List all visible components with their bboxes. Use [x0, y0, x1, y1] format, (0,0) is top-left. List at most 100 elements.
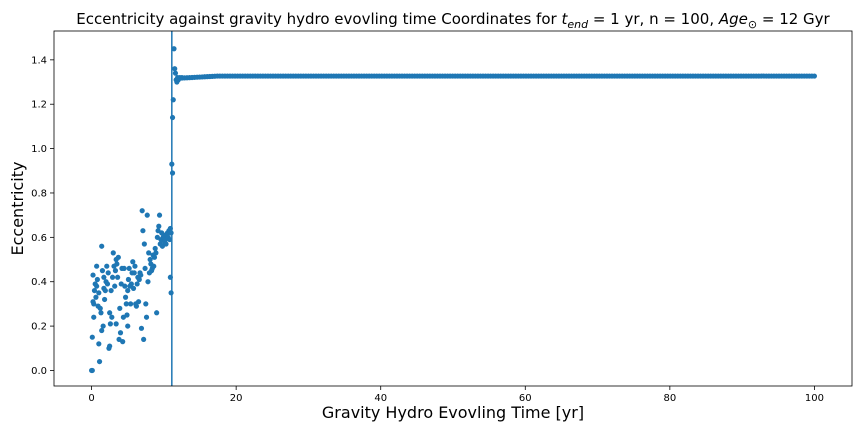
- y-tick-label: 0.0: [31, 366, 47, 377]
- y-tick-label: 0.6: [31, 233, 47, 244]
- x-axis-ticks: 0 20 40 60 80 100: [88, 386, 824, 404]
- data-point: [128, 301, 134, 307]
- data-point: [138, 325, 145, 331]
- data-point: [151, 263, 157, 269]
- data-point: [102, 287, 108, 294]
- data-point: [117, 330, 124, 336]
- data-point: [138, 272, 144, 278]
- data-point: [121, 265, 127, 272]
- data-point: [104, 281, 111, 287]
- data-point: [101, 296, 108, 303]
- data-point: [117, 305, 123, 311]
- data-point: [108, 287, 114, 294]
- data-point: [94, 283, 100, 289]
- data-point: [91, 314, 97, 320]
- data-point: [89, 334, 95, 340]
- title-part: ⊙: [748, 18, 757, 31]
- data-point: [132, 263, 138, 269]
- data-point: [163, 241, 169, 247]
- x-tick-label: 20: [230, 393, 243, 404]
- data-point: [151, 254, 158, 260]
- data-point: [128, 281, 134, 287]
- data-point: [107, 343, 113, 349]
- data-point: [93, 294, 99, 300]
- data-point: [94, 263, 100, 269]
- data-point: [172, 70, 179, 76]
- data-point: [112, 268, 119, 274]
- data-point: [109, 274, 116, 280]
- data-point: [107, 310, 113, 316]
- data-point: [114, 261, 120, 267]
- plot-frame: [53, 30, 853, 387]
- data-point: [152, 245, 158, 252]
- data-point: [143, 314, 150, 320]
- x-tick-label: 40: [374, 393, 387, 404]
- data-point: [94, 276, 100, 283]
- y-axis-ticks: 0.0 0.2 0.4 0.6 0.8 1.0 1.2 1.4: [31, 55, 54, 377]
- title-part: = 1 yr, n = 100,: [588, 10, 719, 28]
- data-point: [143, 301, 149, 307]
- data-point: [89, 367, 95, 374]
- data-point: [96, 358, 103, 365]
- data-point: [96, 341, 102, 347]
- y-tick-label: 0.4: [31, 277, 47, 288]
- data-point: [110, 250, 116, 256]
- data-point: [139, 208, 145, 214]
- data-point: [91, 301, 97, 307]
- chart-title: Eccentricity against gravity hydro evovl…: [76, 10, 830, 31]
- data-point: [105, 270, 111, 276]
- data-point: [134, 281, 140, 287]
- data-point: [99, 243, 105, 249]
- data-point: [167, 236, 173, 243]
- data-point: [156, 223, 162, 229]
- data-point: [99, 327, 105, 334]
- data-point: [811, 73, 818, 79]
- data-point: [153, 250, 159, 256]
- data-point: [98, 310, 104, 316]
- data-point: [135, 299, 142, 305]
- x-axis-label: Gravity Hydro Evovling Time [yr]: [322, 403, 584, 422]
- data-point: [104, 263, 110, 269]
- data-point: [125, 276, 132, 283]
- data-point: [115, 274, 121, 280]
- y-tick-label: 1.4: [31, 55, 47, 66]
- data-point: [140, 228, 146, 234]
- data-point: [97, 305, 103, 311]
- y-tick-label: 1.2: [31, 100, 47, 111]
- data-point: [141, 336, 147, 343]
- data-point: [115, 254, 121, 260]
- data-point: [147, 256, 153, 263]
- data-point: [130, 285, 137, 291]
- y-axis-label: Eccentricity: [8, 162, 27, 256]
- data-point: [90, 272, 96, 278]
- x-tick-label: 60: [519, 393, 532, 404]
- data-point: [124, 312, 130, 318]
- title-part: = 12 Gyr: [757, 10, 830, 28]
- data-point: [120, 339, 126, 345]
- title-part: end: [567, 18, 589, 31]
- data-point: [136, 276, 142, 283]
- data-point: [112, 283, 118, 289]
- x-tick-label: 100: [805, 393, 824, 404]
- data-point: [91, 287, 98, 294]
- data-point: [144, 212, 150, 218]
- data-point: [156, 212, 163, 218]
- data-point: [126, 265, 132, 272]
- data-point: [113, 321, 119, 327]
- data-point: [122, 283, 128, 289]
- title-part: Eccentricity against gravity hydro evovl…: [76, 10, 561, 28]
- data-point: [122, 294, 129, 300]
- data-point: [133, 303, 140, 309]
- y-tick-label: 0.8: [31, 188, 47, 199]
- data-point: [171, 46, 177, 52]
- data-points: [88, 46, 818, 374]
- y-tick-label: 0.2: [31, 322, 47, 333]
- data-point: [100, 323, 106, 329]
- data-point: [125, 323, 131, 329]
- x-tick-label: 80: [663, 393, 676, 404]
- data-point: [146, 250, 152, 256]
- data-point: [99, 268, 106, 274]
- data-point: [130, 259, 136, 265]
- chart-title-text: Eccentricity against gravity hydro evovl…: [76, 10, 830, 31]
